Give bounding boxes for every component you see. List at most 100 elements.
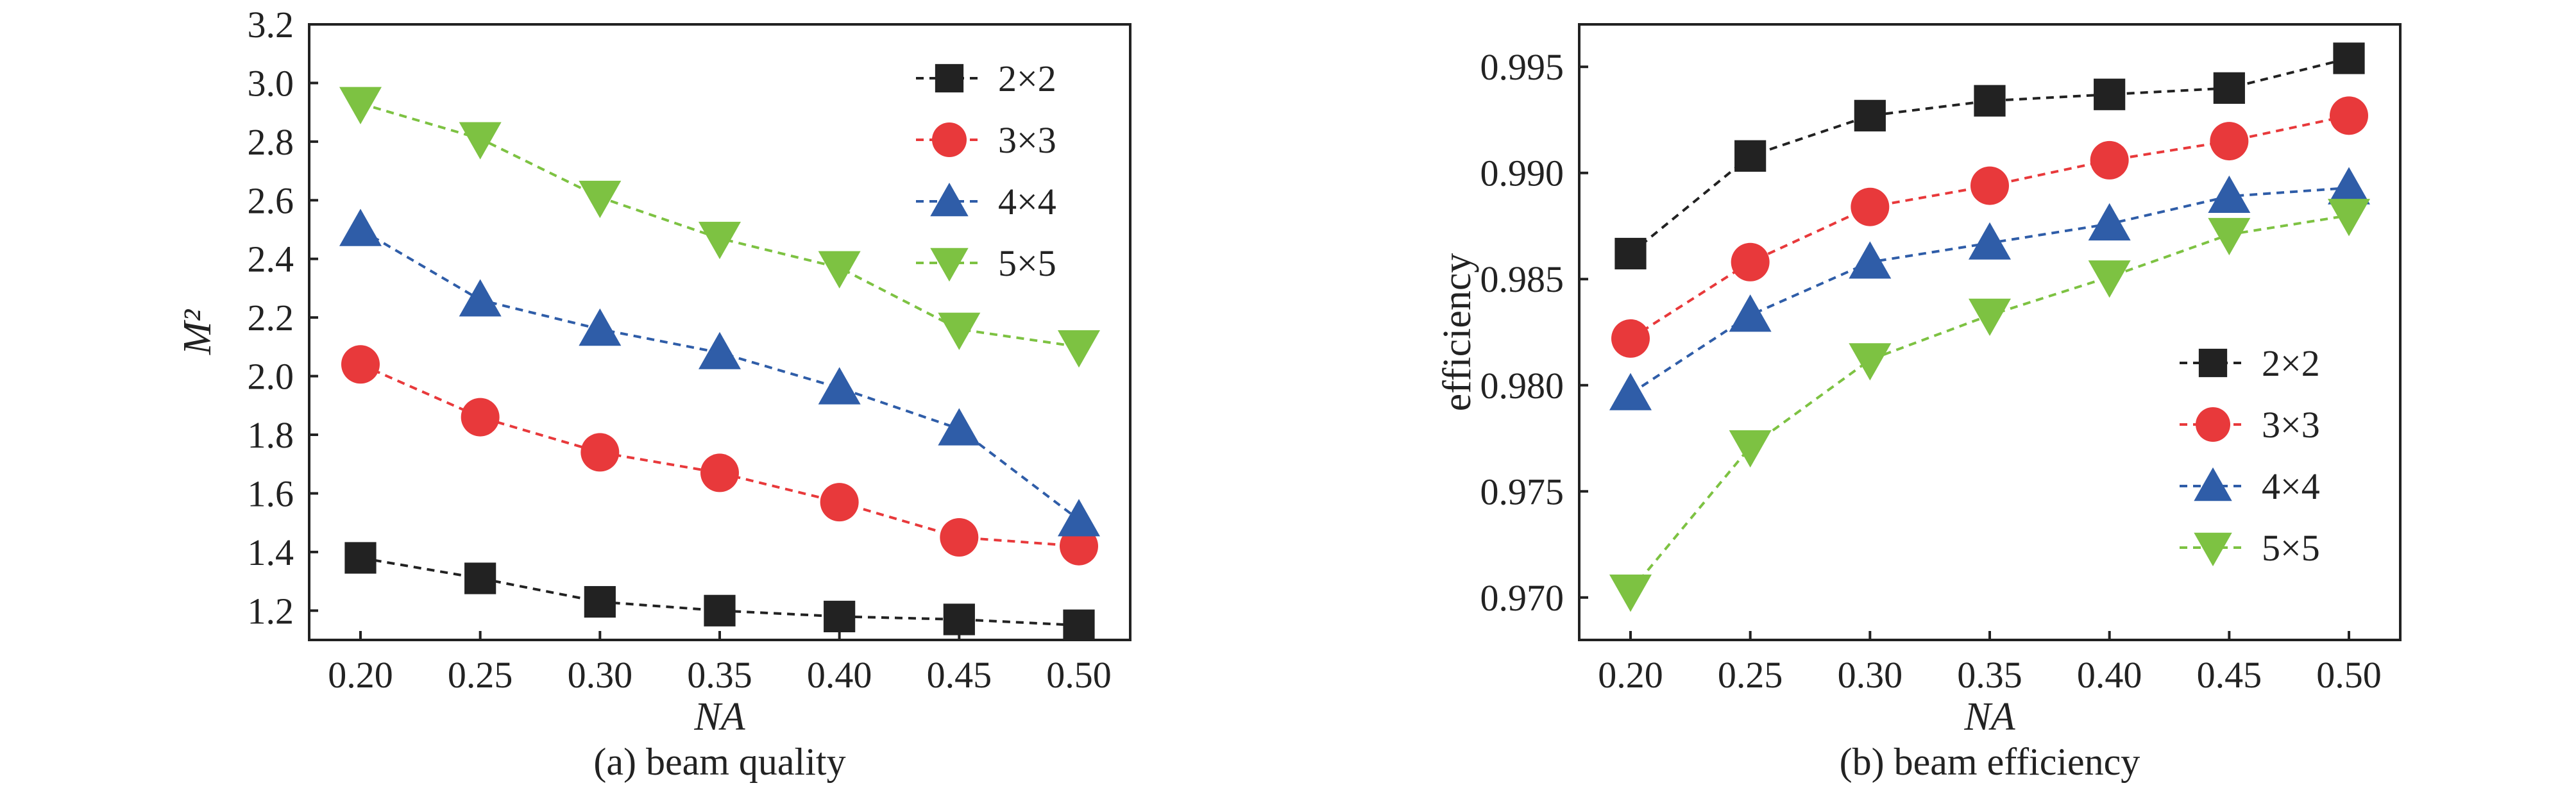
legend-label: 5×5 [998, 242, 1056, 284]
data-point-3x3 [1731, 242, 1770, 282]
data-point-5x5 [2088, 260, 2131, 298]
x-axis-label: NA [693, 695, 745, 739]
data-point-2x2 [1974, 85, 2006, 117]
legend-label: 3×3 [2262, 404, 2320, 446]
caption: (a) beam quality [593, 741, 845, 783]
data-point-4x4 [1058, 499, 1100, 537]
data-point-2x2 [1734, 140, 1767, 172]
data-point-4x4 [818, 367, 861, 405]
legend-label: 2×2 [2262, 342, 2320, 384]
data-point-4x4 [1609, 373, 1652, 410]
y-tick-label: 1.6 [248, 473, 294, 514]
data-point-5x5 [2208, 217, 2251, 256]
y-tick-label: 1.8 [248, 414, 294, 456]
x-tick-label: 0.45 [927, 654, 992, 696]
x-tick-label: 0.25 [1718, 654, 1783, 696]
data-point-4x4 [2328, 167, 2370, 205]
data-point-5x5 [339, 87, 382, 124]
caption: (b) beam efficiency [1840, 741, 2140, 783]
x-tick-label: 0.35 [1957, 654, 2022, 696]
y-tick-label: 2.8 [248, 121, 294, 163]
y-tick-label: 0.985 [1480, 258, 1564, 300]
y-tick-label: 0.980 [1480, 365, 1564, 407]
data-point-2x2 [1063, 609, 1095, 641]
y-axis-label: M² [176, 308, 219, 355]
legend-label: 3×3 [998, 119, 1056, 161]
data-point-3x3 [1060, 526, 1098, 566]
x-tick-label: 0.20 [328, 654, 393, 696]
data-point-5x5 [2328, 199, 2370, 237]
data-point-5x5 [1849, 343, 1892, 381]
data-point-4x4 [938, 408, 981, 446]
data-point-3x3 [1970, 166, 2009, 205]
x-tick-label: 0.35 [687, 654, 752, 696]
data-point-4x4 [2088, 203, 2131, 240]
y-tick-label: 1.4 [248, 532, 294, 573]
data-point-3x3 [700, 453, 739, 492]
data-point-2x2 [2213, 72, 2245, 104]
data-point-4x4 [1849, 241, 1892, 279]
data-point-3x3 [580, 433, 620, 472]
x-tick-label: 0.20 [1598, 654, 1663, 696]
data-point-3x3 [1611, 319, 1650, 358]
x-axis-label: NA [1963, 695, 2015, 739]
data-point-4x4 [579, 308, 622, 346]
data-point-4x4 [2208, 175, 2251, 213]
y-tick-label: 1.2 [248, 590, 294, 632]
data-point-5x5 [1058, 330, 1100, 368]
y-tick-label: 0.995 [1480, 46, 1564, 88]
data-point-5x5 [459, 122, 502, 160]
y-tick-label: 3.0 [248, 62, 294, 104]
legend-label: 4×4 [998, 181, 1056, 223]
legend-marker-4x4 [930, 182, 969, 217]
data-point-2x2 [1854, 99, 1886, 131]
legend-marker-5x5 [2194, 532, 2232, 567]
y-tick-label: 2.0 [248, 356, 294, 398]
legend-label: 4×4 [2262, 466, 2320, 507]
legend: 2×2 3×3 4×4 5×5 [2180, 342, 2320, 569]
data-point-4x4 [459, 279, 502, 317]
data-point-4x4 [339, 208, 382, 246]
data-point-4x4 [1729, 294, 1772, 332]
legend: 2×2 3×3 4×4 5×5 [916, 58, 1056, 284]
axis-ticks: 0.20 0.25 0.30 0.35 0.40 0.45 0.50 0.970 0.975 0.… [1480, 46, 2382, 696]
data-point-2x2 [1614, 237, 1647, 270]
data-point-3x3 [2330, 96, 2368, 135]
legend-label: 5×5 [2262, 527, 2320, 569]
legend-marker-4x4 [2194, 467, 2232, 501]
data-point-5x5 [1609, 575, 1652, 612]
data-point-2x2 [824, 600, 856, 633]
x-tick-label: 0.30 [568, 654, 633, 696]
series-markers [1609, 42, 2370, 612]
x-tick-label: 0.45 [2197, 654, 2262, 696]
y-tick-label: 3.2 [248, 4, 294, 46]
data-point-4x4 [1969, 222, 2011, 260]
data-point-3x3 [341, 345, 380, 384]
data-point-3x3 [1851, 187, 1890, 226]
legend-marker-2x2 [935, 63, 964, 93]
data-point-3x3 [2090, 140, 2129, 180]
y-tick-label: 0.970 [1480, 577, 1564, 619]
data-point-5x5 [818, 251, 861, 289]
y-tick-label: 0.975 [1480, 471, 1564, 512]
y-tick-label: 2.2 [248, 297, 294, 339]
y-tick-label: 2.4 [248, 239, 294, 280]
x-tick-label: 0.50 [2316, 654, 2382, 696]
data-point-2x2 [464, 562, 496, 594]
data-point-2x2 [704, 594, 736, 626]
y-tick-label: 2.6 [248, 180, 294, 221]
data-point-5x5 [1969, 298, 2011, 336]
legend-marker-2x2 [2198, 348, 2228, 378]
chart-beam-quality: 0.20 0.25 0.30 0.35 0.40 0.45 0.50 1.2 1.4 1.6 1.8… [176, 4, 1131, 783]
x-tick-label: 0.50 [1046, 654, 1112, 696]
data-point-5x5 [938, 312, 981, 350]
data-point-3x3 [820, 483, 859, 522]
x-tick-label: 0.30 [1838, 654, 1903, 696]
data-point-2x2 [2333, 42, 2365, 74]
data-point-5x5 [699, 221, 741, 260]
x-tick-label: 0.40 [2077, 654, 2142, 696]
data-point-2x2 [2094, 78, 2126, 110]
legend-marker-5x5 [930, 248, 969, 282]
chart-beam-efficiency: 0.20 0.25 0.30 0.35 0.40 0.45 0.50 0.970 0.975 0.… [1436, 23, 2402, 783]
y-tick-label: 0.990 [1480, 153, 1564, 194]
